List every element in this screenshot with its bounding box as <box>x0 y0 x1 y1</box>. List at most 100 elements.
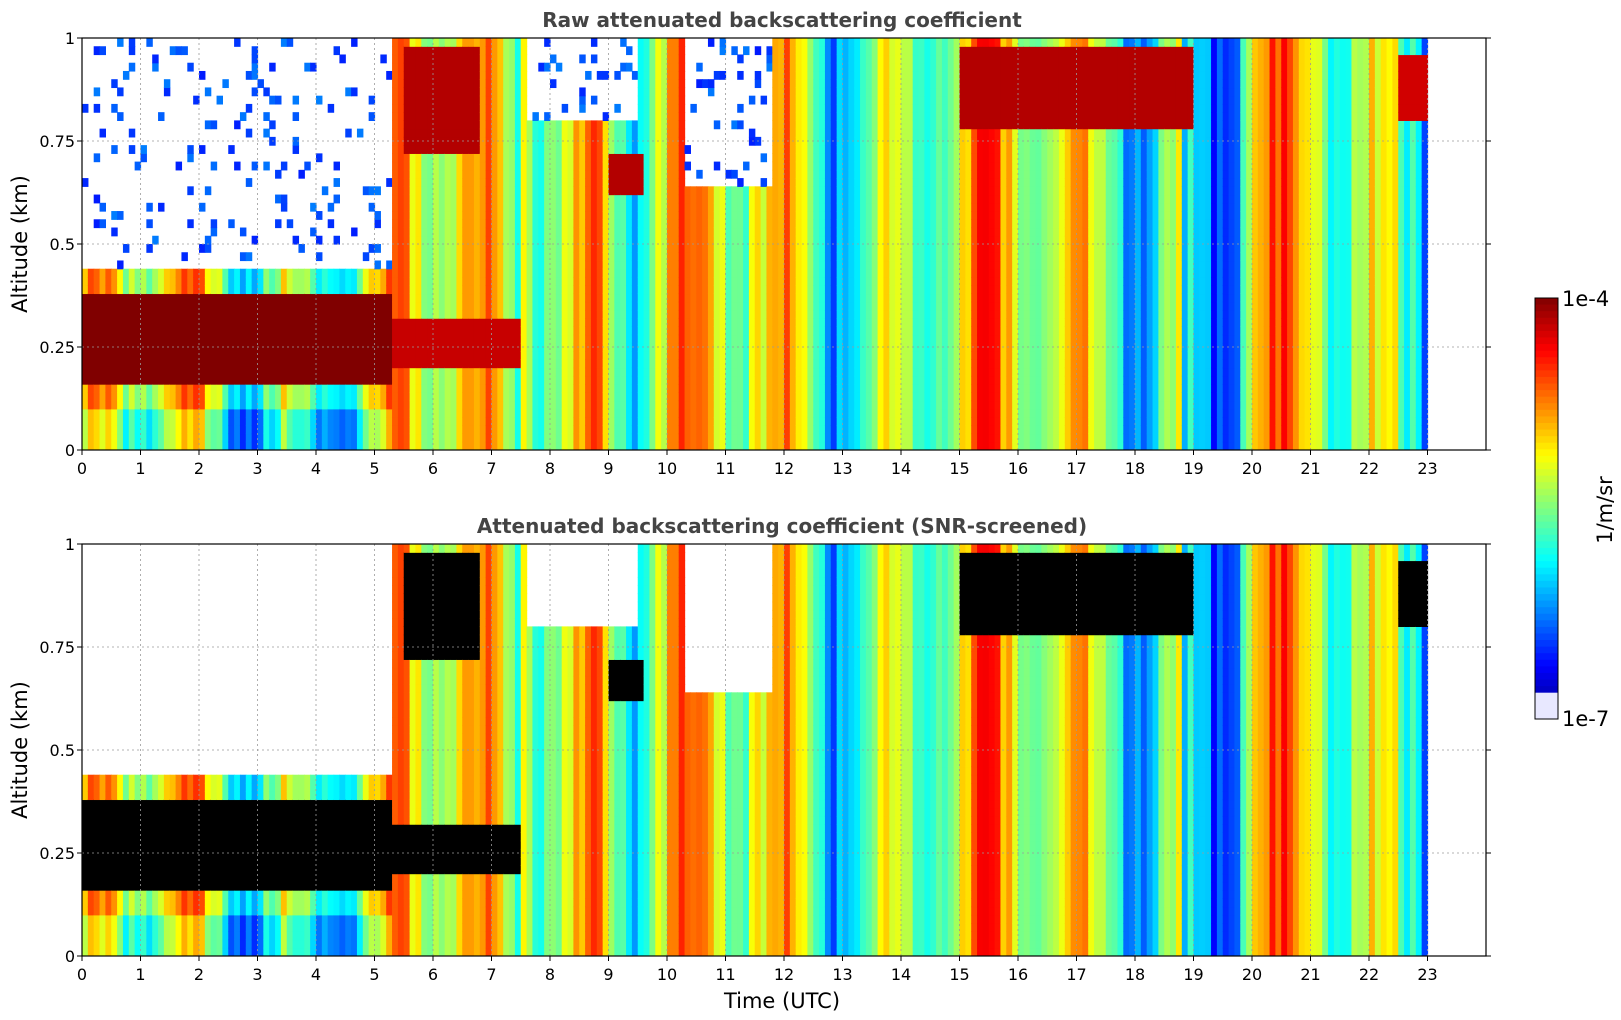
heatmap-cell <box>626 408 633 418</box>
heatmap-cell <box>789 318 797 327</box>
heatmap-cell <box>485 433 493 443</box>
heatmap-cell <box>725 326 732 336</box>
heatmap-cell <box>415 351 422 360</box>
heatmap-cell <box>772 276 779 286</box>
heatmap-cell <box>491 227 498 237</box>
heatmap-cell <box>514 103 522 113</box>
heatmap-cell <box>836 400 844 410</box>
heatmap-cell <box>368 384 376 393</box>
heatmap-cell <box>526 219 534 229</box>
heatmap-cell <box>374 400 381 410</box>
heatmap-cell <box>579 128 586 138</box>
heatmap-cell <box>181 351 188 360</box>
heatmap-cell <box>450 235 457 245</box>
heatmap-cell <box>216 400 223 410</box>
heatmap-cell <box>520 79 528 89</box>
heatmap-cell <box>146 244 153 253</box>
heatmap-cell <box>485 425 493 435</box>
heatmap-cell <box>550 359 557 369</box>
heatmap-cell <box>854 79 861 89</box>
heatmap-cell <box>427 441 434 450</box>
heatmap-cell <box>292 276 300 286</box>
heatmap-cell <box>643 351 651 360</box>
heatmap-cell <box>848 145 855 154</box>
heatmap-cell <box>778 375 785 385</box>
heatmap-cell <box>684 301 691 311</box>
heatmap-cell <box>485 178 493 187</box>
heatmap-cell <box>304 384 311 393</box>
heatmap-cell <box>239 359 247 369</box>
heatmap-cell <box>503 359 510 369</box>
heatmap-cell <box>514 293 522 303</box>
heatmap-cell <box>567 342 574 352</box>
heatmap-cell <box>643 202 651 212</box>
heatmap-cell <box>514 219 522 229</box>
heatmap-cell <box>590 318 598 327</box>
heatmap-cell <box>263 276 270 286</box>
heatmap-cell <box>286 375 294 385</box>
heatmap-cell <box>830 285 838 295</box>
heatmap-cell <box>649 392 656 402</box>
heatmap-cell <box>819 120 826 130</box>
heatmap-cell <box>468 384 475 393</box>
heatmap-cell <box>860 293 867 303</box>
heatmap-cell <box>754 351 762 360</box>
heatmap-cell <box>830 202 838 212</box>
heatmap-cell <box>216 351 223 360</box>
heatmap-cell <box>631 326 639 336</box>
heatmap-cell <box>374 326 381 336</box>
heatmap-cell <box>269 293 276 303</box>
heatmap-cell <box>538 120 545 130</box>
heatmap-cell <box>117 342 124 352</box>
heatmap-cell <box>479 120 487 130</box>
heatmap-cell <box>526 235 534 245</box>
heatmap-cell <box>819 433 826 443</box>
heatmap-cell <box>602 202 610 212</box>
heatmap-cell <box>117 359 124 369</box>
heatmap-cell <box>649 202 656 212</box>
heatmap-cell <box>158 425 165 435</box>
heatmap-cell <box>444 235 452 245</box>
heatmap-cell <box>778 202 785 212</box>
heatmap-cell <box>351 309 358 319</box>
heatmap-cell <box>649 318 656 327</box>
heatmap-cell <box>573 301 580 311</box>
heatmap-cell <box>403 293 411 303</box>
heatmap-cell <box>707 425 715 435</box>
heatmap-cell <box>637 186 645 196</box>
heatmap-cell <box>614 103 621 113</box>
heatmap-cell <box>216 309 223 319</box>
heatmap-cell <box>509 326 516 336</box>
heatmap-cell <box>392 178 399 187</box>
heatmap-cell <box>514 235 522 245</box>
heatmap-cell <box>122 70 130 80</box>
heatmap-cell <box>298 441 305 450</box>
heatmap-cell <box>204 367 212 377</box>
heatmap-cell <box>392 161 399 171</box>
heatmap-cell <box>275 285 282 295</box>
heatmap-cell <box>491 145 498 154</box>
heatmap-cell <box>532 120 539 130</box>
heatmap-cell <box>491 342 498 352</box>
heatmap-cell <box>368 392 376 402</box>
heatmap-cell <box>772 120 779 130</box>
heatmap-cell <box>462 153 469 163</box>
heatmap-cell <box>743 194 750 204</box>
heatmap-cell <box>631 334 639 344</box>
heatmap-cell <box>778 252 785 262</box>
heatmap-cell <box>772 136 779 146</box>
heatmap-cell <box>450 186 457 196</box>
heatmap-cell <box>204 408 212 418</box>
heatmap-cell <box>760 384 768 393</box>
heatmap-cell <box>807 408 814 418</box>
heatmap-cell <box>222 384 229 393</box>
heatmap-cell <box>789 46 797 56</box>
heatmap-cell <box>544 244 551 253</box>
heatmap-cell <box>532 301 539 311</box>
heatmap-cell <box>433 351 440 360</box>
heatmap-cell <box>234 38 241 47</box>
heatmap-cell <box>672 260 680 270</box>
heatmap-cell <box>228 334 235 344</box>
heatmap-cell <box>696 276 703 286</box>
heatmap-cell <box>655 186 662 196</box>
